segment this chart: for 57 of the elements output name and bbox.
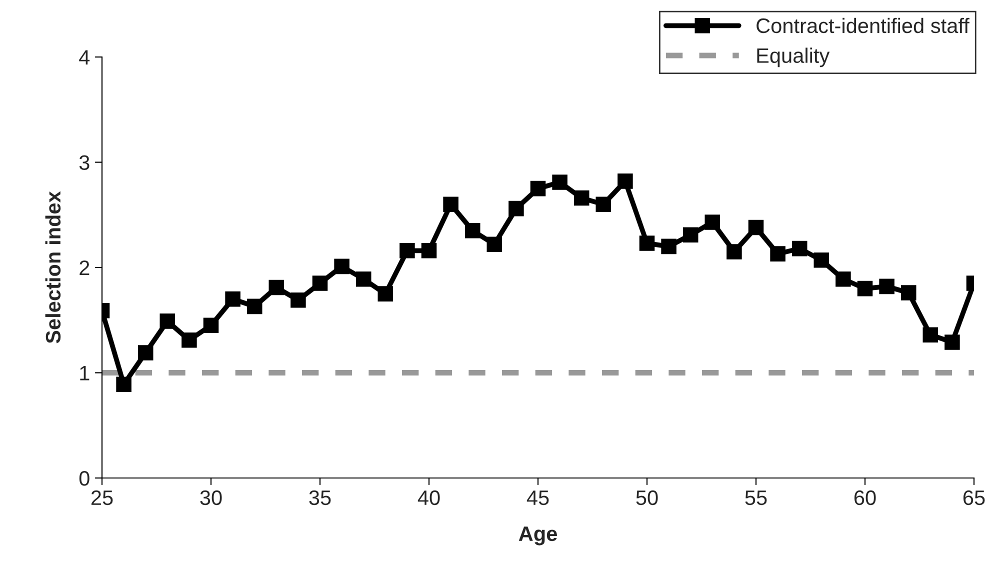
- x-tick-label: 65: [963, 490, 985, 506]
- point: [726, 244, 742, 260]
- point: [378, 286, 394, 302]
- point: [400, 243, 415, 258]
- point: [639, 236, 655, 251]
- point: [770, 246, 786, 262]
- x-tick-label: 45: [526, 490, 549, 506]
- point: [552, 174, 568, 190]
- x-axis-title: Age: [518, 526, 557, 546]
- y-tick-label: 0: [79, 471, 90, 486]
- point: [203, 318, 219, 334]
- y-tick-label: 4: [79, 50, 90, 65]
- legend-label: Contract-identified staff: [756, 18, 970, 34]
- point: [508, 200, 524, 216]
- point: [618, 174, 633, 189]
- x-tick-label: 50: [636, 490, 658, 506]
- y-tick-label: 1: [80, 366, 90, 380]
- point: [944, 334, 960, 350]
- x-tick-label: 25: [91, 490, 113, 506]
- x-tick-label: 60: [854, 490, 876, 506]
- point: [116, 376, 132, 392]
- point: [879, 278, 894, 294]
- point: [530, 180, 546, 196]
- x-tick-label: 55: [745, 490, 767, 506]
- point: [421, 243, 437, 258]
- point: [704, 214, 720, 230]
- legend-label: Equality: [757, 48, 830, 68]
- point: [486, 236, 502, 252]
- x-tick-label: 30: [200, 490, 222, 506]
- point: [857, 280, 873, 296]
- point: [464, 223, 480, 238]
- point: [814, 252, 830, 268]
- point: [334, 258, 350, 274]
- x-tick-label: 40: [418, 490, 440, 506]
- point: [182, 332, 197, 348]
- point: [748, 220, 764, 236]
- point: [268, 280, 284, 296]
- point: [661, 238, 676, 254]
- point: [682, 227, 698, 243]
- point: [356, 271, 372, 287]
- point: [900, 285, 916, 300]
- point: [138, 345, 154, 360]
- point: [922, 327, 938, 342]
- point: [574, 190, 590, 206]
- x-tick-label: 35: [309, 490, 331, 506]
- point: [246, 298, 262, 314]
- point: [160, 314, 176, 329]
- point: [792, 240, 808, 256]
- point: [312, 276, 328, 291]
- point: [225, 291, 240, 307]
- point: [836, 271, 851, 287]
- point: [443, 196, 458, 212]
- point: [596, 196, 612, 212]
- point: [290, 292, 306, 308]
- y-axis-title: Selection index: [45, 191, 61, 344]
- y-tick-label: 3: [79, 155, 90, 170]
- y-tick-label: 2: [80, 260, 90, 276]
